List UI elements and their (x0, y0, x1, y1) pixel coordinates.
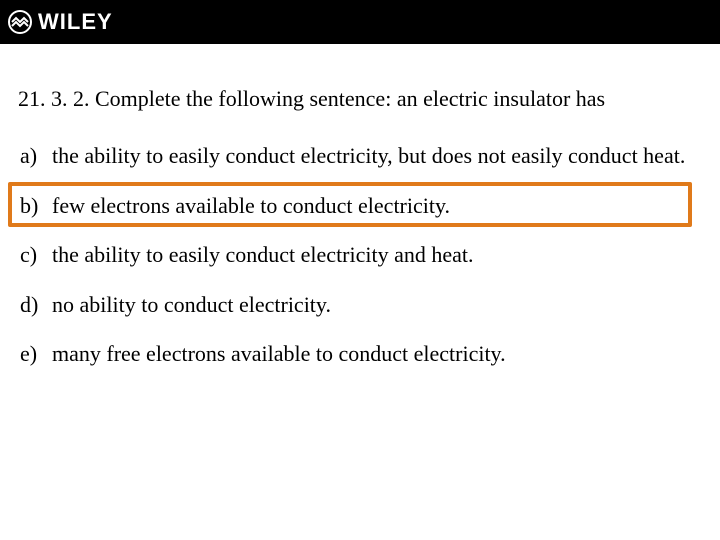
option-e: e) many free electrons available to cond… (20, 340, 702, 368)
option-text: the ability to easily conduct electricit… (46, 142, 702, 170)
wiley-logo: WILEY (6, 8, 113, 36)
option-b: b) few electrons available to conduct el… (20, 192, 702, 220)
option-text: no ability to conduct electricity. (46, 291, 702, 319)
option-label: b) (20, 192, 46, 220)
header: WILEY (0, 0, 720, 44)
slide-content: 21. 3. 2. Complete the following sentenc… (0, 44, 720, 368)
option-label: e) (20, 340, 46, 368)
option-a: a) the ability to easily conduct electri… (20, 142, 702, 170)
option-d: d) no ability to conduct electricity. (20, 291, 702, 319)
option-text: many free electrons available to conduct… (46, 340, 702, 368)
option-label: c) (20, 241, 46, 269)
option-text: the ability to easily conduct electricit… (46, 241, 702, 269)
question-number: 21. 3. 2. (18, 86, 90, 111)
option-label: a) (20, 142, 46, 170)
wiley-logo-text: WILEY (38, 9, 113, 35)
question-text: Complete the following sentence: an elec… (95, 86, 605, 111)
question-stem: 21. 3. 2. Complete the following sentenc… (18, 86, 702, 112)
options-list: a) the ability to easily conduct electri… (18, 142, 702, 368)
option-label: d) (20, 291, 46, 319)
wiley-logo-icon (6, 8, 34, 36)
option-text: few electrons available to conduct elect… (46, 192, 702, 220)
option-c: c) the ability to easily conduct electri… (20, 241, 702, 269)
